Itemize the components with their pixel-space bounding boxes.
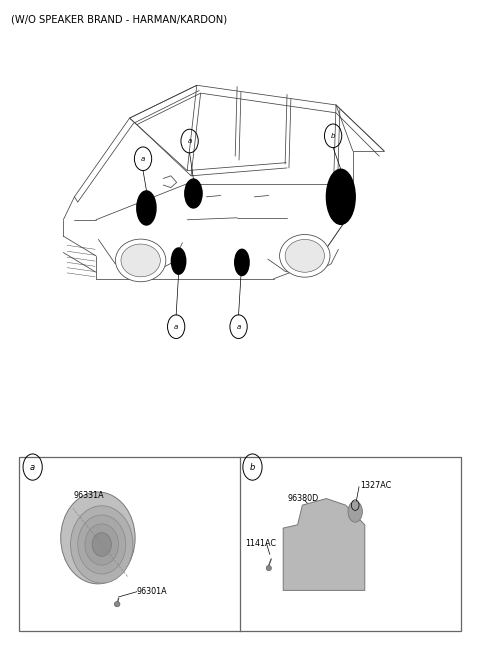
Text: a: a: [174, 323, 178, 330]
Ellipse shape: [348, 501, 362, 522]
Ellipse shape: [92, 533, 111, 556]
Ellipse shape: [114, 602, 120, 607]
Text: 1327AC: 1327AC: [360, 481, 391, 490]
Ellipse shape: [121, 244, 160, 277]
Ellipse shape: [85, 523, 119, 565]
Polygon shape: [283, 499, 365, 590]
Ellipse shape: [60, 492, 135, 584]
Ellipse shape: [235, 249, 249, 276]
Text: b: b: [331, 133, 336, 139]
Text: a: a: [188, 138, 192, 144]
Text: b: b: [250, 462, 255, 472]
Text: 96331A: 96331A: [73, 491, 104, 500]
Text: a: a: [237, 323, 240, 330]
Ellipse shape: [185, 179, 202, 208]
Ellipse shape: [71, 506, 133, 583]
Ellipse shape: [115, 239, 166, 282]
Ellipse shape: [326, 169, 355, 224]
Ellipse shape: [78, 515, 126, 574]
Text: 1141AC: 1141AC: [245, 539, 276, 548]
Text: 96301A: 96301A: [137, 587, 168, 596]
Text: a: a: [141, 155, 145, 162]
Ellipse shape: [279, 235, 330, 277]
Ellipse shape: [285, 239, 324, 272]
Text: 96380D: 96380D: [288, 494, 319, 503]
Text: (W/O SPEAKER BRAND - HARMAN/KARDON): (W/O SPEAKER BRAND - HARMAN/KARDON): [11, 14, 227, 24]
Text: a: a: [30, 462, 35, 472]
Ellipse shape: [266, 565, 271, 571]
Ellipse shape: [171, 248, 186, 274]
Ellipse shape: [137, 191, 156, 225]
